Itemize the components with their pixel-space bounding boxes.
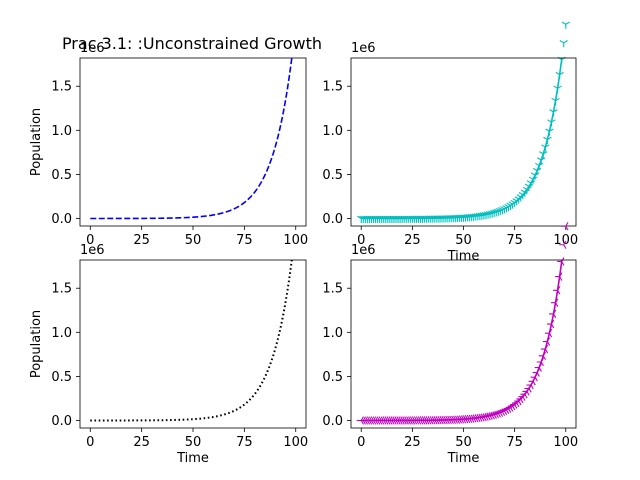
data-point <box>543 136 552 145</box>
data-point <box>547 119 556 127</box>
x-axis-label: Time <box>447 451 480 466</box>
data-point <box>537 157 546 165</box>
subplot-grid: 0 25 50 75 100 0.0 0.5 1.0 1.5 1e6 Population 0 25 50… <box>29 21 578 466</box>
data-point <box>538 351 546 361</box>
x-tick-label: 100 <box>553 435 578 450</box>
x-tick-label: 50 <box>455 435 472 450</box>
x-tick-label: 0 <box>357 233 365 248</box>
data-point <box>553 286 561 295</box>
y-tick-label: 0.5 <box>322 370 343 385</box>
data-point <box>540 344 549 354</box>
data-point <box>536 357 544 367</box>
data-point <box>549 109 558 117</box>
x-tick-label: 75 <box>506 435 523 450</box>
y-tick-label: 1.5 <box>51 282 72 297</box>
y-tick-label: 0.5 <box>51 168 72 183</box>
series-markers-bottom-right <box>356 222 569 425</box>
y-tick-label: 1.0 <box>51 124 72 139</box>
x-axis-label: Time <box>447 249 480 264</box>
data-point <box>544 329 553 338</box>
x-axis-label: Time <box>176 451 209 466</box>
y-axis-label: Population <box>29 310 44 378</box>
y-offset-label: 1e6 <box>351 243 376 258</box>
data-point <box>561 21 570 29</box>
y-tick-label: 1.0 <box>322 124 343 139</box>
y-tick-label: 0.0 <box>51 212 72 227</box>
x-tick-label: 100 <box>553 233 578 248</box>
subplot-top-right: 0 25 50 75 100 0.0 0.5 1.0 1.5 1e6 Time <box>322 21 578 264</box>
y-offset-label: 1e6 <box>80 243 105 258</box>
data-point <box>539 151 548 159</box>
x-tick-label: 50 <box>455 233 472 248</box>
y-tick-label: 0.0 <box>322 212 343 227</box>
x-tick-label: 0 <box>357 435 365 450</box>
x-tick-label: 75 <box>236 233 253 248</box>
data-point <box>545 128 554 136</box>
x-tick-label: 50 <box>185 435 202 450</box>
data-point <box>504 404 512 413</box>
data-point <box>542 337 551 346</box>
x-tick-label: 75 <box>236 435 253 450</box>
data-point <box>555 272 563 281</box>
x-tick-label: 25 <box>133 435 150 450</box>
data-point <box>475 212 485 221</box>
subplot-bottom-left: 0 25 50 75 100 0.0 0.5 1.0 1.5 1e6 Time Population <box>29 243 308 466</box>
data-point <box>557 257 565 266</box>
y-tick-label: 0.0 <box>51 414 72 429</box>
x-tick-label: 0 <box>86 435 94 450</box>
data-point <box>528 377 536 386</box>
x-tick-label: 75 <box>506 233 523 248</box>
y-offset-label: 1e6 <box>351 41 376 56</box>
y-tick-label: 1.0 <box>322 326 343 341</box>
series-markers-top-right <box>357 21 570 223</box>
x-tick-label: 100 <box>283 233 308 248</box>
y-tick-label: 0.5 <box>322 168 343 183</box>
y-axis-label: Population <box>29 108 44 176</box>
data-point <box>555 71 564 80</box>
data-point <box>477 212 487 220</box>
data-point <box>530 372 538 382</box>
series-line-top-left <box>90 58 293 220</box>
subplot-bottom-right: 0 25 50 75 100 0.0 0.5 1.0 1.5 1e6 Time <box>322 222 578 466</box>
data-point <box>551 298 559 307</box>
subplot-top-left: 0 25 50 75 100 0.0 0.5 1.0 1.5 1e6 Population <box>29 41 308 248</box>
x-tick-label: 25 <box>404 435 421 450</box>
figure-title: Prac 3.1: :Unconstrained Growth <box>62 34 322 53</box>
data-point <box>534 363 542 372</box>
data-point <box>541 144 550 152</box>
y-offset-label: 1e6 <box>80 41 105 56</box>
x-tick-label: 25 <box>133 233 150 248</box>
x-tick-label: 50 <box>185 233 202 248</box>
y-tick-label: 1.0 <box>51 326 72 341</box>
data-point <box>559 40 568 48</box>
data-point <box>473 213 482 221</box>
data-point <box>549 309 557 319</box>
x-tick-label: 100 <box>283 435 308 450</box>
data-point <box>532 368 540 377</box>
data-point <box>546 319 555 329</box>
y-tick-label: 0.0 <box>322 414 343 429</box>
data-point <box>553 85 562 93</box>
y-tick-label: 1.5 <box>322 80 343 95</box>
series-line-bottom-left <box>90 260 293 422</box>
data-point <box>561 222 569 231</box>
y-tick-label: 1.5 <box>51 80 72 95</box>
x-tick-label: 25 <box>404 233 421 248</box>
y-tick-label: 1.5 <box>322 282 343 297</box>
x-tick-label: 0 <box>86 233 94 248</box>
y-tick-label: 0.5 <box>51 370 72 385</box>
data-point <box>551 97 560 106</box>
data-point <box>559 240 567 249</box>
